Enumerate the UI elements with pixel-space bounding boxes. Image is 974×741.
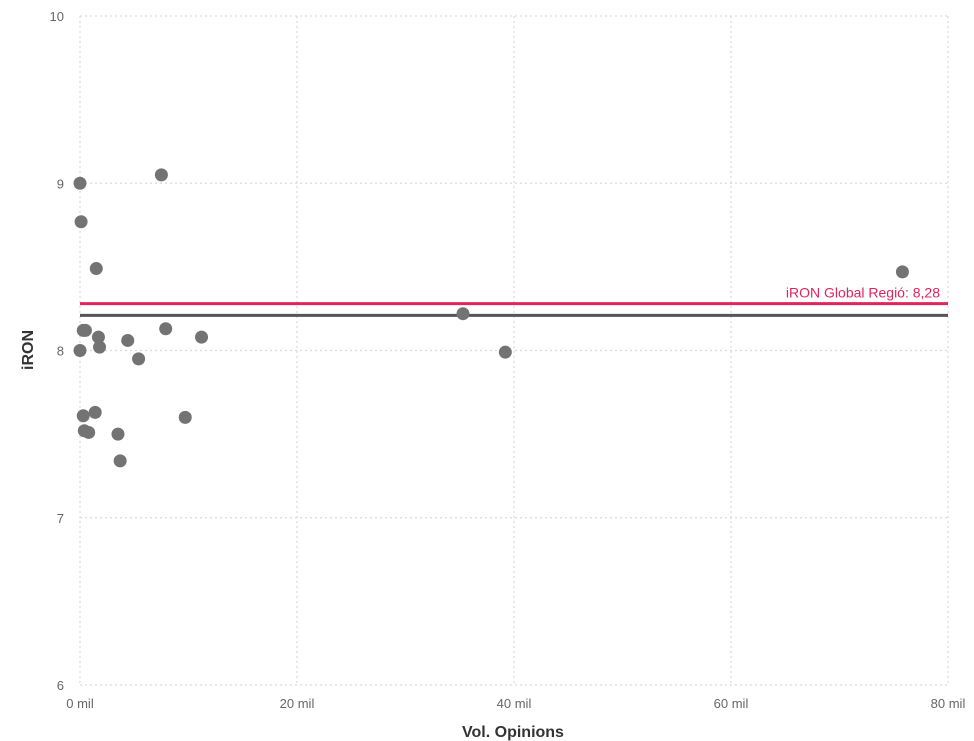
x-axis-title: Vol. Opinions — [462, 724, 564, 741]
y-tick-label: 7 — [57, 511, 64, 526]
y-axis-ticks: 6 7 8 9 10 — [50, 9, 64, 693]
x-tick-label: 20 mil — [280, 696, 315, 711]
y-tick-label: 9 — [57, 176, 64, 191]
data-point[interactable] — [195, 330, 209, 344]
y-tick-label: 10 — [50, 9, 64, 24]
data-point[interactable] — [132, 352, 146, 366]
data-point[interactable] — [73, 344, 87, 357]
data-point[interactable] — [74, 215, 88, 229]
data-point[interactable] — [91, 330, 105, 344]
x-axis-ticks: 0 mil 20 mil 40 mil 60 mil 80 mil — [66, 696, 965, 711]
data-point[interactable] — [73, 176, 87, 190]
data-point[interactable] — [82, 425, 96, 439]
data-point[interactable] — [93, 340, 107, 354]
y-tick-label: 6 — [57, 678, 64, 693]
x-tick-label: 60 mil — [714, 696, 749, 711]
x-tick-label: 40 mil — [497, 696, 532, 711]
reference-lines: iRON Global Regió: 8,28 — [80, 285, 948, 317]
y-axis-title: iRON — [20, 330, 37, 370]
data-points — [73, 168, 909, 468]
x-tick-label: 80 mil — [931, 696, 966, 711]
data-point[interactable] — [113, 454, 127, 468]
data-point[interactable] — [89, 262, 103, 276]
y-tick-label: 8 — [57, 344, 64, 359]
data-point[interactable] — [121, 333, 135, 347]
data-point[interactable] — [111, 427, 125, 441]
x-tick-label: 0 mil — [66, 696, 94, 711]
data-point[interactable] — [88, 405, 102, 419]
data-point[interactable] — [78, 323, 92, 337]
data-point[interactable] — [498, 345, 512, 359]
reference-line-label: iRON Global Regió: 8,28 — [786, 285, 940, 301]
grid — [79, 15, 949, 686]
data-point[interactable] — [159, 322, 173, 336]
data-point[interactable] — [178, 410, 192, 424]
data-point[interactable] — [895, 265, 909, 279]
data-point[interactable] — [76, 409, 90, 423]
data-point[interactable] — [456, 307, 470, 321]
data-point[interactable] — [154, 168, 168, 182]
